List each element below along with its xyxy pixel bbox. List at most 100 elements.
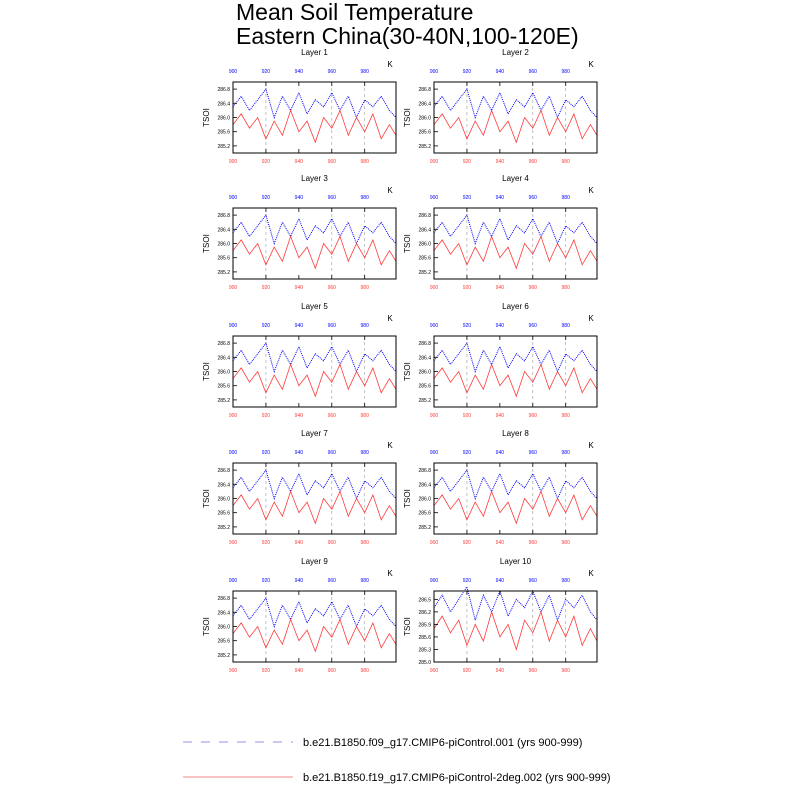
x-tick-label-top: 920	[463, 450, 472, 456]
units-label: K	[387, 60, 393, 69]
x-tick-label-top: 980	[361, 69, 370, 75]
x-tick-label-bottom: 960	[328, 413, 337, 419]
x-tick-label-bottom: 980	[361, 285, 370, 291]
x-tick-label-bottom: 940	[295, 285, 304, 291]
x-tick-label-bottom: 940	[496, 413, 505, 419]
x-tick-label-bottom: 940	[295, 668, 304, 674]
series-line-a	[232, 214, 397, 246]
x-tick-label-top: 960	[529, 69, 538, 75]
x-tick-label-top: 980	[361, 323, 370, 329]
chart-title: Mean Soil Temperature Eastern China(30-4…	[236, 0, 579, 48]
y-tick-label: 286.0	[217, 116, 230, 122]
series-line-a	[232, 469, 397, 501]
y-tick-label: 286.8	[217, 596, 230, 602]
y-tick-label: 285.2	[418, 144, 431, 150]
y-tick-label: 285.6	[217, 130, 230, 136]
y-tick-label: 285.2	[418, 525, 431, 531]
x-tick-label-top: 900	[430, 69, 439, 75]
y-tick-label: 285.2	[217, 144, 230, 150]
x-tick-label-top: 940	[496, 578, 505, 584]
panel-6: Layer 6 K TSOI 285.2 285.6 286.0 286.4 286.8 900…	[403, 302, 598, 419]
y-axis-label: TSOI	[202, 617, 211, 636]
units-label: K	[387, 314, 393, 323]
x-tick-label-top: 980	[361, 578, 370, 584]
x-tick-label-bottom: 940	[496, 159, 505, 165]
x-tick-label-top: 960	[328, 69, 337, 75]
y-axis-label: TSOI	[202, 489, 211, 508]
chart-legend: b.e21.B1850.f09_g17.CMIP6-piControl.001 …	[183, 737, 611, 784]
panel-4: Layer 4 K TSOI 285.2 285.6 286.0 286.4 286.8 900…	[403, 174, 598, 291]
x-tick-label-bottom: 960	[529, 668, 538, 674]
y-tick-label: 286.0	[217, 370, 230, 376]
y-tick-label: 285.0	[418, 660, 431, 666]
x-tick-label-top: 960	[529, 323, 538, 329]
x-tick-label-bottom: 940	[295, 413, 304, 419]
series-line-b	[433, 490, 598, 525]
x-tick-label-bottom: 900	[229, 285, 238, 291]
title-line-2: Eastern China(30-40N,100-120E)	[236, 23, 579, 49]
x-tick-label-bottom: 920	[463, 668, 472, 674]
x-tick-label-bottom: 980	[562, 413, 571, 419]
x-tick-label-top: 920	[262, 578, 271, 584]
x-tick-label-top: 900	[430, 323, 439, 329]
x-tick-label-top: 960	[328, 195, 337, 201]
y-tick-label: 285.6	[418, 384, 431, 390]
x-tick-label-top: 940	[295, 323, 304, 329]
x-tick-label-top: 940	[496, 450, 505, 456]
plot-frame	[433, 590, 598, 663]
x-tick-label-bottom: 920	[262, 285, 271, 291]
y-tick-label: 286.8	[418, 213, 431, 219]
y-tick-label: 286.8	[217, 468, 230, 474]
series-line-a	[433, 585, 598, 623]
y-axis-label: TSOI	[202, 234, 211, 253]
y-tick-label: 286.4	[217, 482, 230, 488]
x-tick-label-bottom: 960	[328, 159, 337, 165]
series-line-b	[232, 363, 397, 398]
x-tick-label-top: 960	[328, 450, 337, 456]
panel-title: Layer 2	[502, 48, 529, 57]
x-tick-label-bottom: 900	[430, 285, 439, 291]
y-tick-label: 286.0	[418, 242, 431, 248]
panel-title: Layer 9	[301, 557, 328, 566]
x-tick-label-bottom: 960	[328, 285, 337, 291]
x-tick-label-bottom: 980	[361, 159, 370, 165]
x-tick-label-bottom: 960	[529, 413, 538, 419]
x-tick-label-bottom: 940	[496, 540, 505, 546]
panel-8: Layer 8 K TSOI 285.2 285.6 286.0 286.4 286.8 900…	[403, 429, 598, 546]
x-tick-label-top: 980	[562, 323, 571, 329]
x-tick-label-bottom: 920	[463, 413, 472, 419]
x-tick-label-bottom: 960	[529, 540, 538, 546]
legend-label: b.e21.B1850.f09_g17.CMIP6-piControl.001 …	[303, 737, 582, 749]
y-tick-label: 286.4	[217, 355, 230, 361]
y-tick-label: 286.8	[217, 213, 230, 219]
y-axis-label: TSOI	[403, 362, 412, 381]
y-tick-label: 286.5	[418, 597, 431, 603]
series-line-b	[232, 618, 397, 653]
x-tick-label-bottom: 920	[262, 668, 271, 674]
y-tick-label: 286.8	[418, 468, 431, 474]
x-tick-label-top: 900	[430, 450, 439, 456]
y-tick-label: 285.6	[418, 635, 431, 641]
x-tick-label-bottom: 960	[328, 668, 337, 674]
series-line-a	[232, 88, 397, 120]
y-tick-label: 286.0	[418, 497, 431, 503]
y-axis-label: TSOI	[403, 617, 412, 636]
y-axis-label: TSOI	[403, 489, 412, 508]
y-tick-label: 285.2	[217, 525, 230, 531]
x-tick-label-bottom: 920	[262, 159, 271, 165]
y-tick-label: 285.2	[217, 653, 230, 659]
x-tick-label-top: 940	[295, 578, 304, 584]
x-tick-label-top: 940	[496, 323, 505, 329]
x-tick-label-top: 980	[361, 195, 370, 201]
panel-title: Layer 8	[502, 429, 529, 438]
y-tick-label: 285.6	[418, 256, 431, 262]
units-label: K	[588, 60, 594, 69]
panel-title: Layer 3	[301, 174, 328, 183]
x-tick-label-top: 940	[295, 69, 304, 75]
x-tick-label-top: 980	[562, 450, 571, 456]
x-tick-label-bottom: 900	[430, 159, 439, 165]
x-tick-label-top: 900	[229, 69, 238, 75]
panel-5: Layer 5 K TSOI 285.2 285.6 286.0 286.4 286.8 900…	[202, 302, 397, 419]
series-line-b	[232, 490, 397, 525]
x-tick-label-bottom: 900	[229, 159, 238, 165]
